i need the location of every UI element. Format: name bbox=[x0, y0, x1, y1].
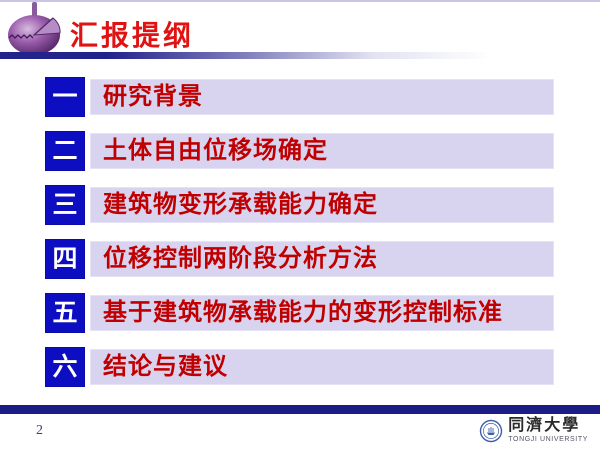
item-number-badge: 六 bbox=[45, 347, 85, 387]
item-label: 位移控制两阶段分析方法 bbox=[103, 245, 378, 272]
page-number: 2 bbox=[36, 423, 43, 438]
outline-item-6[interactable]: 六 结论与建议 bbox=[45, 347, 554, 387]
outline-item-2[interactable]: 二 土体自由位移场确定 bbox=[45, 131, 554, 171]
item-label: 结论与建议 bbox=[103, 353, 228, 380]
header-divider bbox=[0, 52, 600, 59]
item-bar: 土体自由位移场确定 bbox=[90, 133, 554, 169]
item-number-badge: 三 bbox=[45, 185, 85, 225]
outline-item-3[interactable]: 三 建筑物变形承载能力确定 bbox=[45, 185, 554, 225]
outline-item-1[interactable]: 一 研究背景 bbox=[45, 77, 554, 117]
item-bar: 位移控制两阶段分析方法 bbox=[90, 241, 554, 277]
item-bar: 研究背景 bbox=[90, 79, 554, 115]
outline-list: 一 研究背景 二 土体自由位移场确定 三 建筑物变形承载能力确定 四 位移控制两… bbox=[45, 77, 554, 387]
item-label: 土体自由位移场确定 bbox=[103, 137, 328, 164]
page-title: 汇报提纲 bbox=[70, 20, 195, 51]
item-bar: 结论与建议 bbox=[90, 349, 554, 385]
item-label: 研究背景 bbox=[103, 83, 203, 110]
university-logo: 同濟大學 TONGJI UNIVERSITY bbox=[479, 418, 588, 443]
item-bar: 建筑物变形承载能力确定 bbox=[90, 187, 554, 223]
tongji-seal-icon bbox=[480, 419, 503, 442]
item-number-badge: 二 bbox=[45, 131, 85, 171]
item-number-badge: 五 bbox=[45, 293, 85, 333]
top-accent-line bbox=[0, 0, 600, 2]
item-label: 建筑物变形承载能力确定 bbox=[103, 191, 378, 218]
item-label: 基于建筑物承载能力的变形控制标准 bbox=[103, 299, 503, 326]
university-name-en: TONGJI UNIVERSITY bbox=[508, 436, 588, 443]
purple-sphere-logo-icon bbox=[8, 2, 61, 55]
item-bar: 基于建筑物承载能力的变形控制标准 bbox=[90, 295, 554, 331]
item-number-badge: 一 bbox=[45, 77, 85, 117]
outline-item-5[interactable]: 五 基于建筑物承载能力的变形控制标准 bbox=[45, 293, 554, 333]
item-number-badge: 四 bbox=[45, 239, 85, 279]
footer-divider-bar bbox=[0, 405, 600, 414]
university-logo-text: 同濟大學 TONGJI UNIVERSITY bbox=[508, 417, 588, 444]
outline-item-4[interactable]: 四 位移控制两阶段分析方法 bbox=[45, 239, 554, 279]
university-name-cn: 同濟大學 bbox=[508, 417, 581, 434]
